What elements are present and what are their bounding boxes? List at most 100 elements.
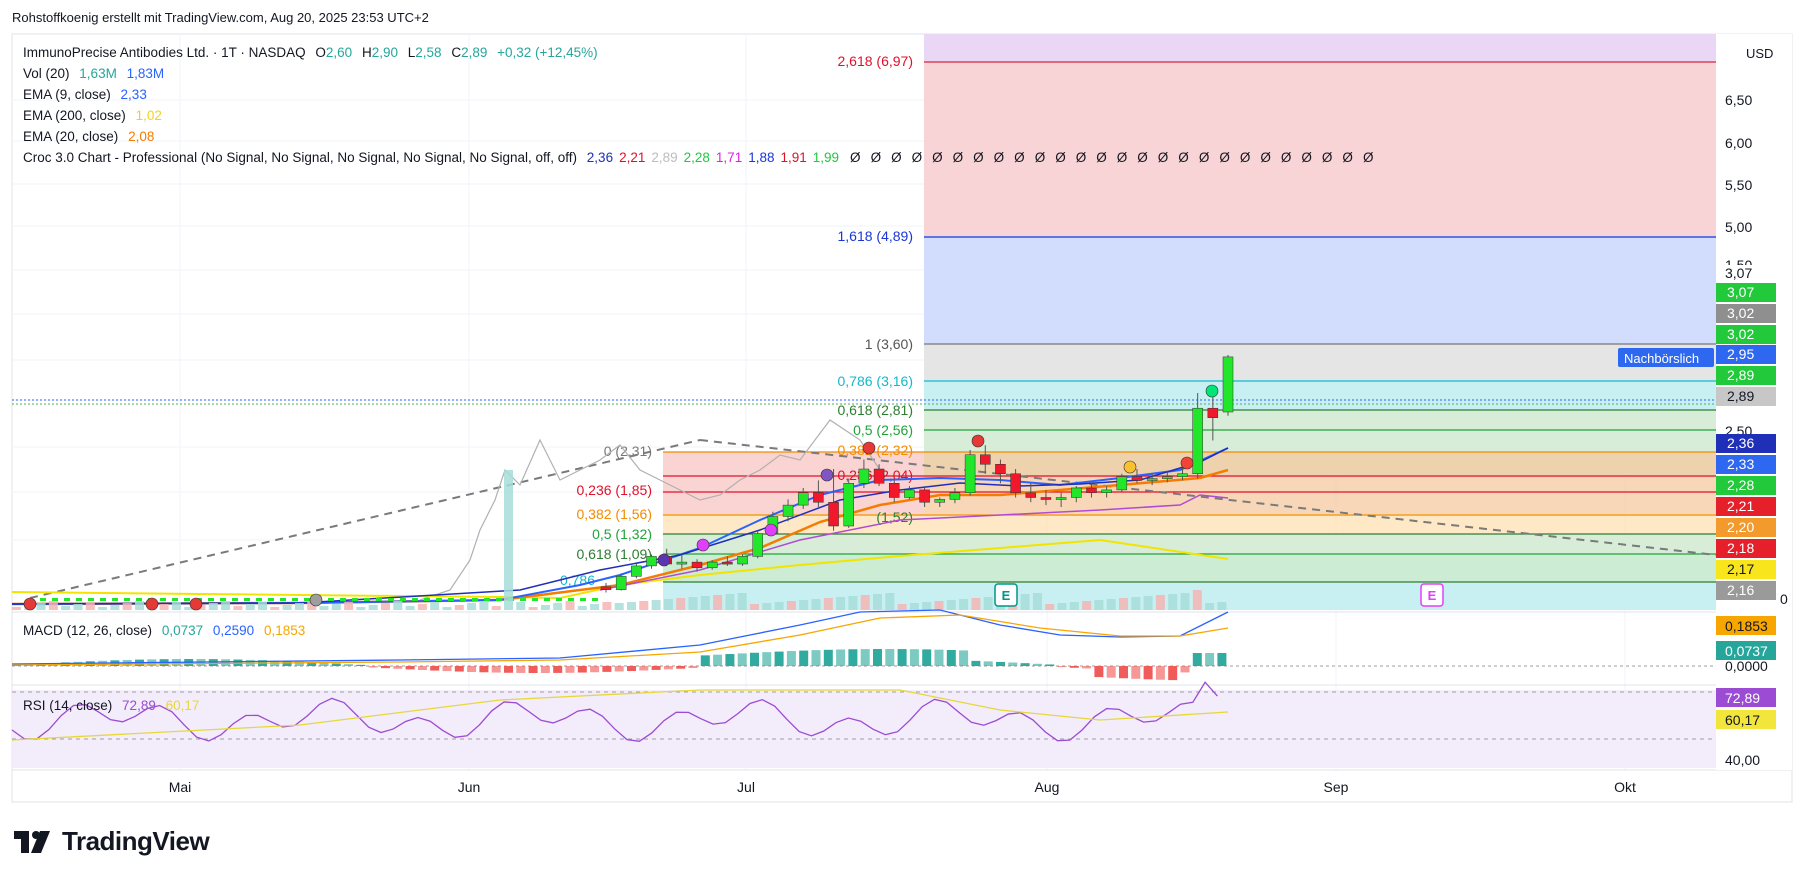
volume-bar	[122, 603, 132, 610]
volume-bar	[922, 602, 932, 610]
earnings-marker	[994, 583, 1018, 607]
croc-empty-signal: Ø	[932, 150, 943, 165]
volume-bar	[1119, 598, 1128, 610]
earnings-marker-label: E	[1428, 588, 1437, 603]
candle-body	[813, 492, 824, 503]
comparison-line	[419, 419, 881, 601]
price-label: 3,02	[1727, 326, 1754, 342]
macd-histogram-bar	[282, 661, 292, 666]
volume-bar	[553, 603, 563, 610]
price-label-bg	[1716, 560, 1776, 579]
candle-body	[1192, 407, 1203, 475]
early-candle	[292, 598, 298, 601]
volume-bar	[430, 602, 440, 610]
fib-label: 0,236 (1,85)	[577, 482, 653, 498]
macd-histogram-bar	[934, 649, 944, 666]
macd-histogram-bar	[823, 649, 833, 666]
candle-body	[1116, 476, 1128, 491]
ema20-legend[interactable]: EMA (20, close) 2,08	[23, 129, 155, 144]
volume-bar	[897, 604, 907, 610]
volume-bar	[627, 602, 636, 610]
fib-label: 0,5 (1,32)	[592, 526, 652, 542]
volume-bar	[602, 602, 612, 610]
symbol-legend[interactable]: ImmunoPrecise Antibodies Ltd. · 1T · NAS…	[23, 45, 610, 60]
volume-bar	[504, 470, 513, 610]
rsi-legend[interactable]: RSI (14, close) 72,89 60,17	[23, 698, 200, 713]
macd-histogram-bar	[1020, 663, 1030, 666]
volume-bar	[221, 601, 231, 610]
candle-body	[1162, 476, 1173, 479]
early-candle	[244, 598, 250, 601]
macd-histogram-bar	[614, 666, 624, 672]
early-candle	[592, 598, 598, 601]
price-label: 2,18	[1727, 540, 1754, 556]
volume-bar	[971, 598, 981, 610]
signal-marker	[145, 597, 159, 611]
earnings-marker-label: E	[1002, 588, 1011, 603]
early-candle	[580, 598, 586, 601]
volume-bar	[811, 599, 821, 610]
rsi-band	[12, 690, 1792, 768]
fib-label: 1 (3,60)	[865, 336, 913, 352]
price-tick: 0	[1780, 591, 1788, 607]
macd-histogram-bar	[1119, 666, 1128, 679]
rsi-label: 72,89	[1725, 690, 1760, 706]
macd-histogram-bar	[319, 662, 329, 666]
early-candle	[412, 598, 418, 601]
ema200-legend[interactable]: EMA (200, close) 1,02	[23, 108, 162, 123]
macd-histogram-bar	[442, 666, 452, 672]
early-candle	[40, 598, 46, 601]
candle-body	[797, 492, 809, 506]
volume-bar	[725, 594, 735, 610]
croc-empty-signal: Ø	[1055, 150, 1066, 165]
price-label: 2,33	[1727, 456, 1754, 472]
fib-zone-orange2	[663, 514, 1716, 534]
fib-zone-red	[924, 62, 1716, 236]
ema9-legend[interactable]: EMA (9, close) 2,33	[23, 87, 147, 102]
signal-marker	[23, 597, 37, 611]
volume-bar	[885, 593, 895, 610]
tradingview-logo[interactable]: TradingView	[14, 826, 210, 857]
candle-body	[722, 561, 733, 565]
rsi-label-bg	[1716, 688, 1776, 707]
price-tick: 6,00	[1725, 135, 1752, 151]
macd-histogram-bar	[528, 666, 538, 673]
macd-histogram-bar	[417, 666, 427, 671]
volume-bar	[676, 598, 686, 610]
macd-histogram-bar	[553, 666, 563, 673]
macd-histogram-bar	[885, 649, 895, 666]
volume-bar	[946, 600, 956, 610]
macd-label-bg	[1716, 616, 1776, 635]
volume-bar	[1180, 593, 1190, 610]
macd-histogram-bar	[860, 649, 870, 666]
macd-legend[interactable]: MACD (12, 26, close) 0,0737 0,2590 0,185…	[23, 623, 306, 638]
volume-bar	[1217, 602, 1227, 610]
macd-histogram-bar	[454, 666, 464, 672]
candle-body	[995, 464, 1006, 474]
vol-legend[interactable]: Vol (20) 1,63M 1,83M	[23, 66, 165, 81]
croc-empty-signal: Ø	[1219, 150, 1230, 165]
fib-zone-purple	[924, 34, 1716, 62]
macd-label: 0,1853	[1725, 618, 1768, 634]
fib-label: 0 (2,31)	[604, 443, 652, 459]
macd-histogram-bar	[1045, 664, 1055, 666]
croc-empty-signal: Ø	[1096, 150, 1107, 165]
volume-bar	[1143, 596, 1153, 610]
volume-bar	[651, 600, 661, 610]
croc-empty-signal: Ø	[1362, 150, 1374, 165]
macd-histogram-bar	[602, 666, 612, 672]
volume-bar	[270, 607, 280, 610]
volume-bar	[73, 604, 83, 610]
macd-histogram-bar	[922, 649, 932, 666]
volume-bar	[737, 593, 747, 610]
macd-histogram-bar	[713, 654, 723, 666]
ohlc: O2,60 H2,90 L2,58 C2,89 +0,32 (+12,45%)	[315, 45, 598, 60]
croc-legend[interactable]: Croc 3.0 Chart - Professional (No Signal…	[23, 150, 1374, 165]
candle-body	[1101, 489, 1112, 493]
volume-bar	[208, 603, 218, 610]
volume-bar	[762, 603, 772, 610]
price-label-bg	[1716, 539, 1776, 558]
early-candle	[556, 598, 562, 601]
symbol-name: ImmunoPrecise Antibodies Ltd. · 1T · NAS…	[23, 45, 306, 60]
